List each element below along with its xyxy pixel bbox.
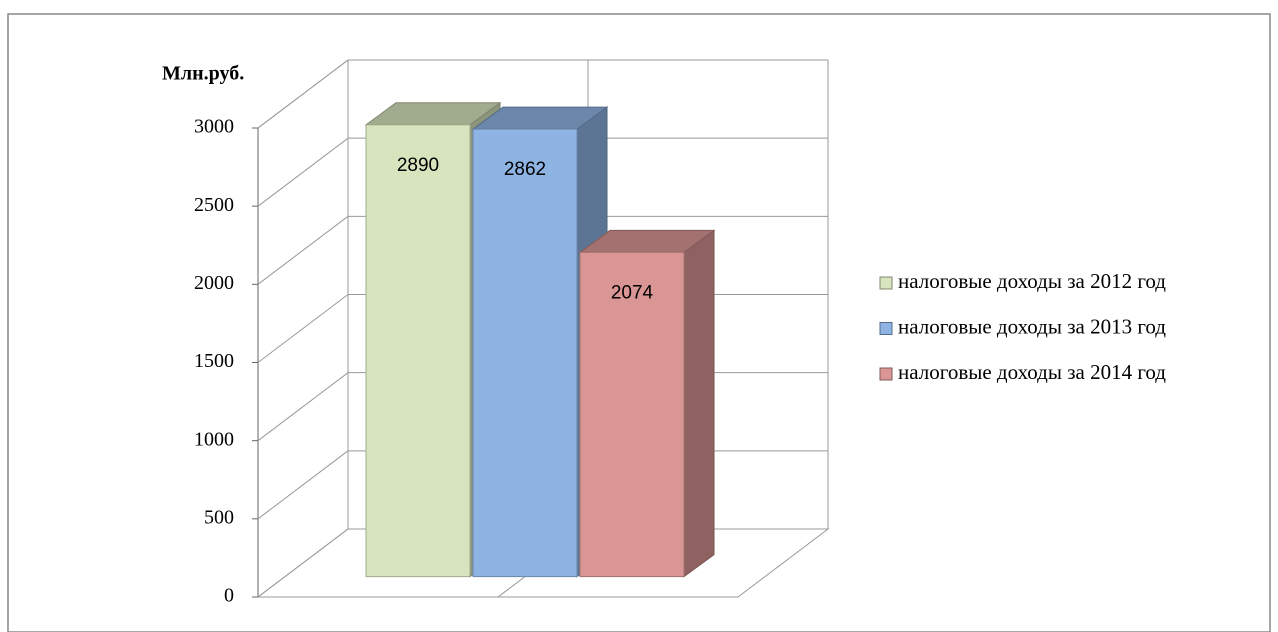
bar bbox=[472, 128, 578, 578]
bar-side bbox=[683, 229, 715, 578]
grid-line bbox=[257, 137, 349, 207]
y-tick-label: 3000 bbox=[194, 116, 234, 138]
grid-line bbox=[257, 450, 349, 520]
legend-label: налоговые доходы за 2014 год bbox=[898, 360, 1166, 384]
y-tick-label: 500 bbox=[204, 506, 234, 528]
grid-line bbox=[257, 215, 349, 285]
y-tick-label: 2500 bbox=[194, 194, 234, 216]
bar bbox=[579, 251, 685, 578]
data-label: 2074 bbox=[611, 282, 654, 303]
grid-line bbox=[257, 372, 349, 442]
y-tick-label: 1000 bbox=[194, 428, 234, 450]
bar bbox=[365, 124, 471, 578]
legend-label: налоговые доходы за 2013 год bbox=[898, 314, 1166, 338]
data-label: 2862 bbox=[504, 159, 546, 180]
data-label: 2890 bbox=[397, 155, 439, 176]
y-tick-label: 0 bbox=[224, 585, 234, 607]
grid-line bbox=[257, 528, 349, 598]
y-axis-label: Млн.руб. bbox=[162, 63, 244, 85]
grid-line bbox=[257, 59, 349, 129]
legend-swatch bbox=[879, 322, 893, 335]
y-tick-label: 1500 bbox=[194, 350, 234, 372]
legend-swatch bbox=[879, 367, 893, 381]
y-tick-label: 2000 bbox=[194, 272, 234, 294]
legend-label: налоговые доходы за 2012 год bbox=[898, 269, 1166, 293]
grid-line bbox=[257, 294, 349, 363]
legend-swatch bbox=[879, 276, 893, 290]
